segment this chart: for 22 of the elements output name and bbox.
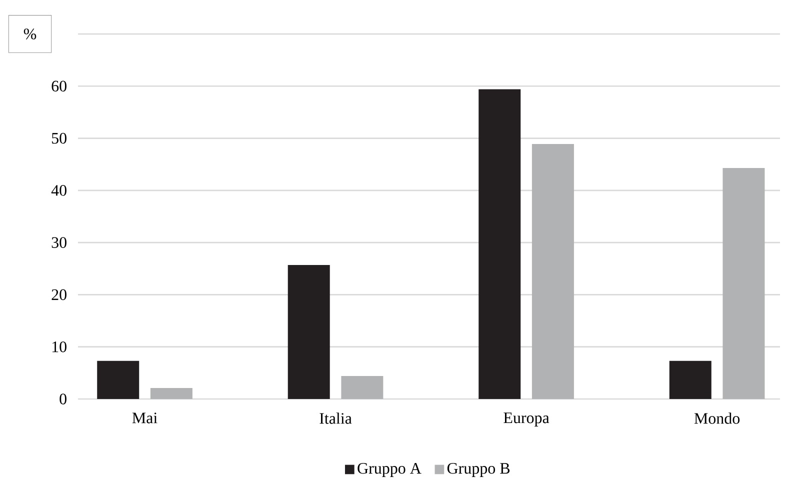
x-tick-label: Italia — [320, 412, 352, 424]
bar — [288, 264, 330, 399]
bar — [341, 376, 384, 399]
y-axis-title: % — [24, 28, 36, 40]
bar — [97, 360, 140, 399]
y-tick-label: 30 — [52, 237, 66, 248]
bar — [532, 144, 574, 399]
y-tick-label: 40 — [51, 185, 66, 196]
x-tick-label: Europa — [504, 412, 550, 426]
y-tick-label: 60 — [52, 80, 66, 92]
y-tick-label: 20 — [52, 289, 66, 300]
x-tick-label: Mondo — [694, 412, 740, 424]
y-tick-label: 0 — [60, 394, 66, 404]
x-tick-label: Mai — [132, 412, 158, 424]
y-tick-label: 10 — [52, 341, 66, 352]
bar — [722, 168, 765, 399]
bar — [669, 360, 712, 399]
bar — [478, 89, 521, 399]
legend-label: Gruppo B — [447, 462, 510, 477]
bar — [150, 388, 192, 399]
y-tick-label: 50 — [52, 132, 66, 144]
legend-label: Gruppo A — [358, 462, 422, 477]
